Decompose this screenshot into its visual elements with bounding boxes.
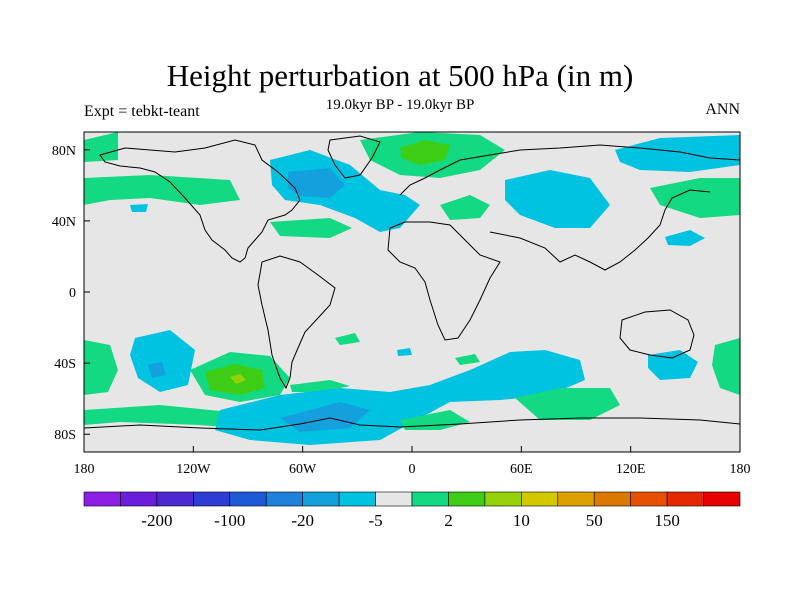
coastline-europe [399, 144, 740, 196]
axis-ticks [83, 149, 741, 452]
colorbar-label: 50 [585, 511, 603, 530]
anomaly-region [650, 178, 740, 218]
colorbar-swatch [120, 491, 158, 507]
x-axis-labels: 180 120W 60W 0 60E 120E 180 [74, 462, 751, 477]
colorbar [83, 491, 741, 507]
anomaly-region [712, 338, 740, 395]
y-tick-label: 0 [69, 286, 76, 301]
anomaly-region [130, 330, 195, 392]
x-tick-label: 120E [616, 462, 646, 477]
coastline-north-america [99, 139, 301, 263]
anomaly-region [455, 354, 480, 365]
y-tick-label: 80N [52, 144, 76, 159]
colorbar-swatch [557, 491, 595, 507]
colorbar-swatch [265, 491, 303, 507]
colorbar-swatch [83, 491, 121, 507]
anomaly-region [648, 350, 698, 380]
x-tick-label: 180 [74, 462, 95, 477]
anomaly-region [148, 362, 166, 378]
anomaly-region [400, 410, 470, 430]
colorbar-swatch [630, 491, 668, 507]
anomaly-region [270, 218, 352, 238]
y-tick-label: 80S [54, 428, 76, 443]
colorbar-swatch [666, 491, 704, 507]
colorbar-swatch [484, 491, 522, 507]
colorbar-swatch [411, 491, 449, 507]
anomaly-region [280, 402, 370, 432]
y-tick-label: 40S [54, 357, 76, 372]
coastline-greenland [327, 135, 381, 179]
coastline-australia [619, 309, 695, 359]
colorbar-swatch [156, 491, 194, 507]
colorbar-swatch [302, 491, 340, 507]
colorbar-label: -100 [214, 511, 246, 530]
anomaly-region [400, 140, 450, 165]
colorbar-label: -20 [291, 511, 314, 530]
anomaly-region [440, 195, 490, 220]
colorbar-label: -5 [368, 511, 383, 530]
colorbar-swatch [193, 491, 231, 507]
x-tick-label: 120W [176, 462, 211, 477]
colorbar-label: 150 [654, 511, 680, 530]
colorbar-label: 10 [512, 511, 530, 530]
x-tick-label: 60E [510, 462, 533, 477]
x-tick-label: 0 [409, 462, 416, 477]
coastline-africa [387, 221, 501, 341]
experiment-label: Expt = tebkt-teant [84, 103, 200, 120]
y-axis-labels: 80N 40N 0 40S 80S [52, 144, 76, 443]
y-tick-label: 40N [52, 215, 76, 230]
anomaly-region [515, 388, 620, 420]
map-subtitle: 19.0kyr BP - 19.0kyr BP [325, 97, 475, 113]
colorbar-label: 2 [444, 511, 453, 530]
coastline-south-america [257, 255, 336, 390]
anomaly-region [335, 333, 360, 345]
colorbar-label: -200 [141, 511, 173, 530]
coastline-layer [84, 135, 740, 431]
coastline-antarctica [84, 417, 740, 431]
colorbar-swatch [229, 491, 267, 507]
colorbar-swatch [703, 491, 741, 507]
anomaly-region [665, 230, 705, 246]
x-tick-label: 60W [289, 462, 317, 477]
map-title: Height perturbation at 500 hPa (in m) [166, 58, 634, 93]
anomaly-fill-layer [84, 132, 740, 445]
colorbar-swatch [338, 491, 376, 507]
colorbar-swatch [448, 491, 486, 507]
colorbar-swatch [521, 491, 559, 507]
anomaly-region [84, 340, 118, 395]
anomaly-region [84, 132, 118, 162]
anomaly-region [505, 170, 610, 228]
anomaly-region [230, 374, 246, 384]
anomaly-region [397, 348, 412, 356]
x-tick-label: 180 [730, 462, 751, 477]
anomaly-region [288, 168, 345, 198]
anomaly-region [84, 175, 240, 205]
anomaly-region [615, 135, 740, 172]
season-label: ANN [705, 101, 740, 118]
anomaly-region [130, 204, 148, 212]
colorbar-swatch [375, 491, 413, 507]
colorbar-swatch [593, 491, 631, 507]
coastline-asia [489, 189, 711, 271]
